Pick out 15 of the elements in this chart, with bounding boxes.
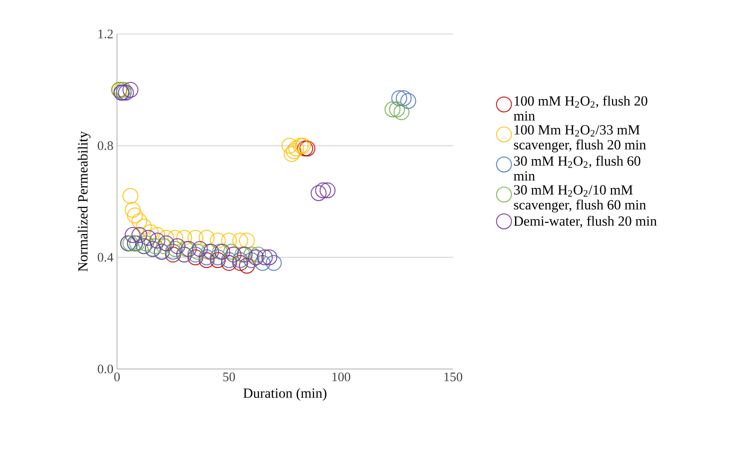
x-axis-title: Duration (min) [243,388,326,401]
y-axis-title: Normalized Permeability [78,131,90,272]
y-tick-label: 0.4 [98,252,114,262]
y-tick-label: 1.2 [98,30,113,38]
text: 100 mM H$_{2}$O$_{2}$, flush 20 min [514,96,648,120]
x-tick-label: 150 [444,372,462,382]
text: 30 mM H$_{2}$O$_{2}$, flush 60 min [514,156,640,181]
y-tick-label: 0.8 [98,141,113,150]
legend-label: Demi-water, flush 20 min [514,216,657,228]
x-tick-label: 0 [114,372,120,382]
x-tick-label: 100 [332,372,350,382]
legend-label: 30 mM H$_{2}$O$_{2}$/10 mM scavenger, flush 60 min [514,185,646,212]
y-tick-label: 0.0 [98,364,113,374]
legend-label: 100 Mm H$_{2}$O$_{2}$/33 mM scavenger, flush 20 min [514,125,646,152]
x-tick-label: 50 [223,372,235,382]
